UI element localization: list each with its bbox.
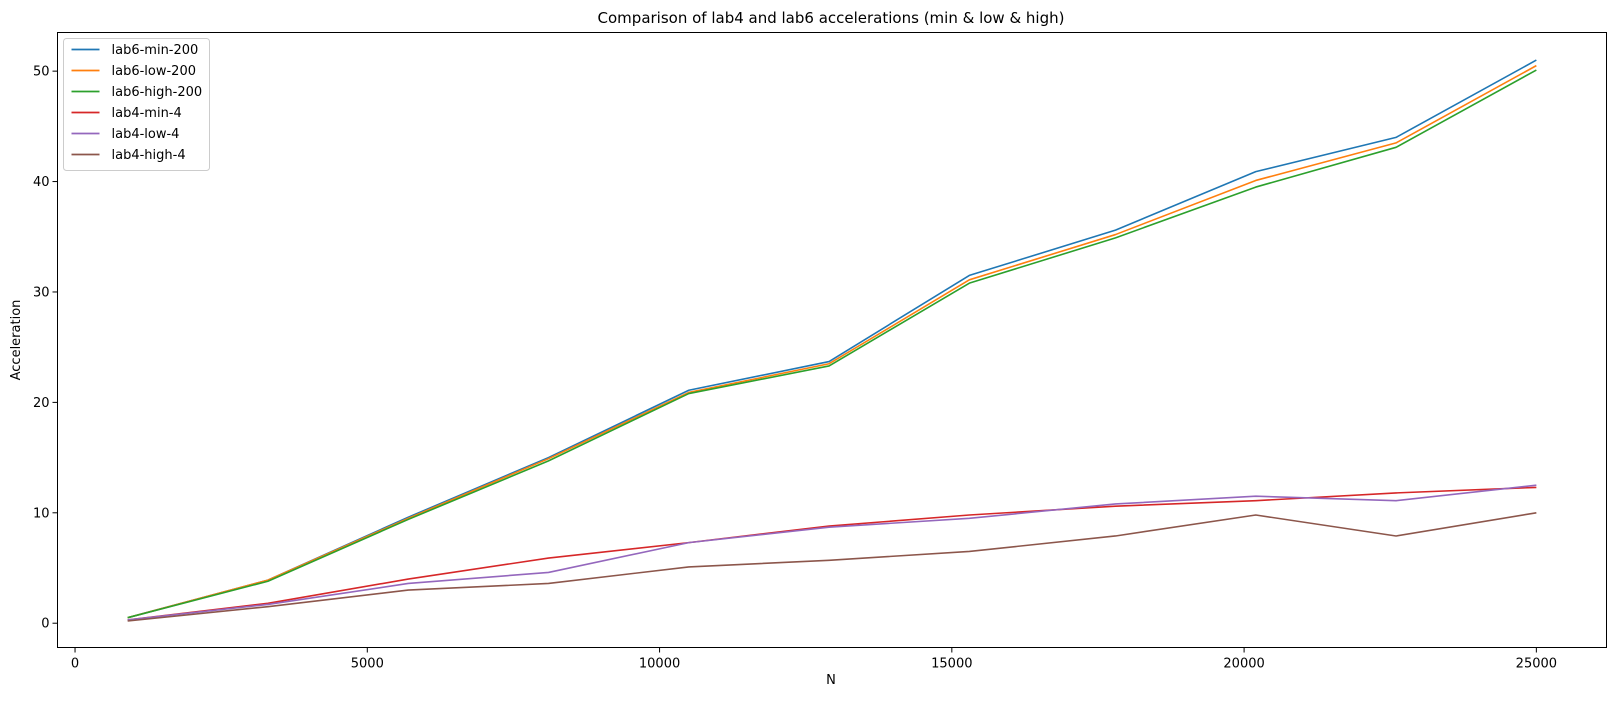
y-tick-label: 40 [33,175,50,190]
axes-frame [57,32,1607,648]
x-tick-label: 15000 [931,657,972,672]
x-tick-label: 10000 [639,657,680,672]
legend-label: lab6-low-200 [112,64,197,79]
x-tick-label: 20000 [1223,657,1264,672]
chart-title: Comparison of lab4 and lab6 acceleration… [598,9,1065,27]
y-axis: 0 10 20 30 40 50 [33,65,58,632]
legend-label: lab6-high-200 [112,85,203,100]
x-tick-label: 5000 [351,657,384,672]
legend-label: lab6-min-200 [112,43,199,58]
x-axis: 0 5000 10000 15000 20000 25000 [71,647,1557,672]
legend-label: lab4-low-4 [112,127,180,142]
series-line-lab6-high-200 [127,69,1537,619]
legend-box [63,38,210,171]
y-tick-label: 20 [33,396,50,411]
x-tick-label: 25000 [1516,657,1557,672]
x-tick-label: 0 [71,657,79,672]
legend: lab6-min-200 lab6-low-200 lab6-high-200 lab… [63,38,210,171]
y-tick-label: 30 [33,285,50,300]
series-line-lab4-high-4 [127,512,1537,622]
series-line-lab4-low-4 [127,484,1537,621]
y-axis-label: Acceleration [9,300,24,381]
y-tick-label: 10 [33,506,50,521]
legend-label: lab4-min-4 [112,106,182,121]
y-tick-label: 0 [41,617,49,632]
series-line-lab6-low-200 [127,64,1537,619]
y-tick-label: 50 [33,65,50,80]
series-layer [127,59,1537,622]
x-axis-label: N [826,673,836,688]
legend-label: lab4-high-4 [112,148,186,163]
